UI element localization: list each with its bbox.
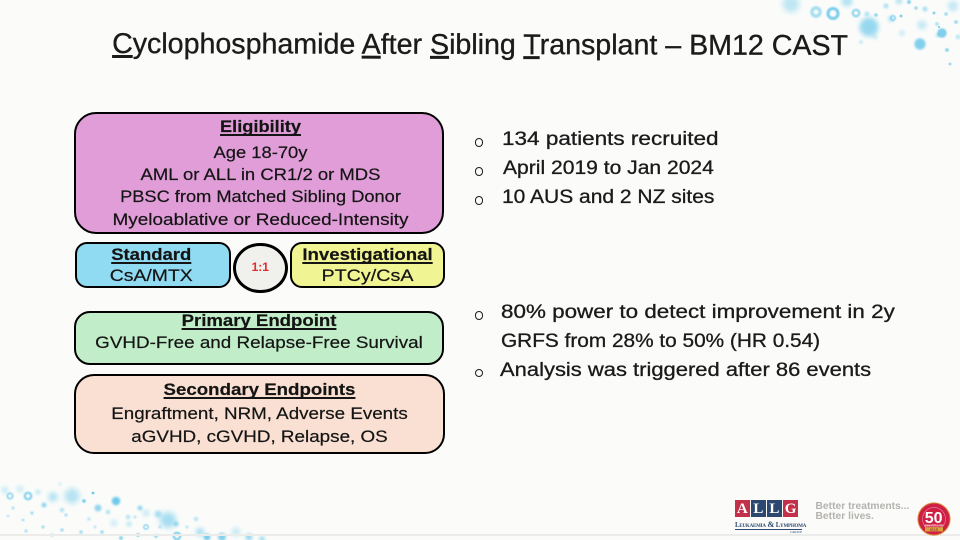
svg-text:50: 50	[925, 510, 943, 527]
svg-text:ANNIVERSARY: ANNIVERSARY	[924, 523, 944, 527]
svg-text:ALLG: ALLG	[930, 528, 939, 532]
